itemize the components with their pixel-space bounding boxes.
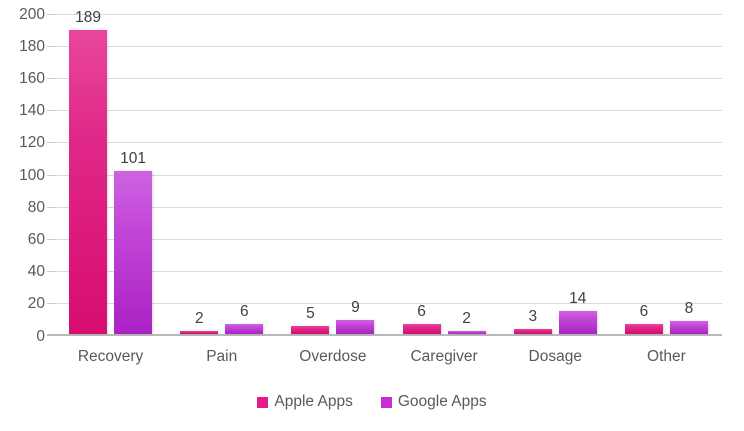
gridline-140	[55, 110, 722, 112]
x-tick-label-caregiver: Caregiver	[410, 348, 478, 365]
gridline-120	[55, 142, 722, 144]
y-tick-label-80: 80	[27, 198, 45, 216]
data-label-google-apps-caregiver: 2	[462, 309, 471, 327]
gridline-20	[55, 303, 722, 305]
x-tick-label-pain: Pain	[206, 348, 238, 365]
plot-area: 189 101 2 6 5 9 6 2 3 14 6 8	[47, 9, 722, 336]
bar-apple-apps-caregiver	[402, 324, 441, 334]
y-tick-label-200: 200	[19, 5, 45, 23]
bar-apple-apps-other	[624, 324, 663, 334]
y-tick-label-180: 180	[19, 37, 45, 55]
y-axis-tick-100	[47, 174, 55, 176]
data-label-apple-apps-overdose: 5	[306, 304, 315, 322]
data-label-apple-apps-pain: 2	[194, 309, 204, 327]
y-axis-tick-40	[47, 271, 55, 273]
bar-google-apps-recovery	[114, 171, 153, 334]
y-tick-label-120: 120	[19, 134, 45, 152]
gridline-60	[55, 238, 722, 240]
y-axis-tick-180	[47, 45, 55, 47]
data-label-apple-apps-dosage: 3	[528, 308, 538, 326]
legend-swatch-apple-apps	[257, 396, 269, 408]
x-tick-label-other: Other	[647, 348, 686, 365]
y-axis-labels: 0 20 40 60 80 100 120 140 160 180 200	[0, 6, 45, 345]
x-axis-line	[47, 334, 722, 336]
bar-apple-apps-overdose	[291, 325, 330, 334]
data-label-google-apps-pain: 6	[239, 303, 249, 321]
y-axis-tick-20	[47, 303, 55, 305]
gridline-40	[55, 271, 722, 273]
data-label-google-apps-recovery: 101	[120, 150, 147, 168]
y-tick-label-140: 140	[19, 102, 45, 120]
bar-apple-apps-recovery	[69, 29, 108, 334]
gridline-100	[55, 174, 722, 176]
y-axis-tick-200	[47, 13, 55, 15]
x-tick-label-recovery: Recovery	[77, 348, 144, 365]
bar-apple-apps-pain	[180, 330, 219, 334]
x-tick-label-dosage: Dosage	[528, 348, 582, 365]
bar-google-apps-caregiver	[447, 330, 486, 334]
x-tick-label-overdose: Overdose	[299, 348, 367, 365]
y-tick-label-20: 20	[27, 295, 45, 313]
gridline-180	[55, 45, 722, 47]
bar-google-apps-pain	[225, 324, 264, 334]
legend-item-apple-apps: Apple Apps	[257, 393, 353, 411]
y-axis-tick-120	[47, 142, 55, 144]
legend-swatch-google-apps	[380, 396, 392, 408]
bar-google-apps-other	[669, 321, 708, 334]
legend-label-apple-apps: Apple Apps	[274, 393, 353, 410]
data-label-google-apps-other: 8	[684, 300, 694, 318]
legend: Apple Apps Google Apps	[0, 391, 744, 413]
data-label-apple-apps-other: 6	[639, 303, 649, 321]
bar-google-apps-dosage	[558, 311, 597, 334]
data-label-google-apps-overdose: 9	[351, 298, 360, 316]
y-tick-label-160: 160	[19, 69, 45, 87]
y-tick-label-100: 100	[19, 166, 45, 184]
y-tick-label-40: 40	[27, 263, 45, 281]
y-axis-tick-60	[47, 238, 55, 240]
y-axis-tick-140	[47, 110, 55, 112]
y-axis-tick-80	[47, 206, 55, 208]
gridline-200	[55, 13, 722, 15]
data-label-apple-apps-caregiver: 6	[417, 303, 426, 321]
bar-google-apps-overdose	[336, 319, 375, 334]
gridline-80	[55, 206, 722, 208]
data-label-google-apps-dosage: 14	[569, 290, 587, 308]
x-axis-labels: Recovery Pain Overdose Caregiver Dosage Other	[55, 347, 722, 369]
y-axis-tick-160	[47, 77, 55, 79]
y-tick-label-0: 0	[36, 327, 45, 345]
legend-label-google-apps: Google Apps	[397, 393, 487, 410]
data-label-apple-apps-recovery: 189	[75, 8, 102, 26]
legend-item-google-apps: Google Apps	[380, 393, 487, 411]
y-tick-label-60: 60	[27, 230, 45, 248]
bar-apple-apps-dosage	[513, 329, 552, 334]
gridline-160	[55, 77, 722, 79]
